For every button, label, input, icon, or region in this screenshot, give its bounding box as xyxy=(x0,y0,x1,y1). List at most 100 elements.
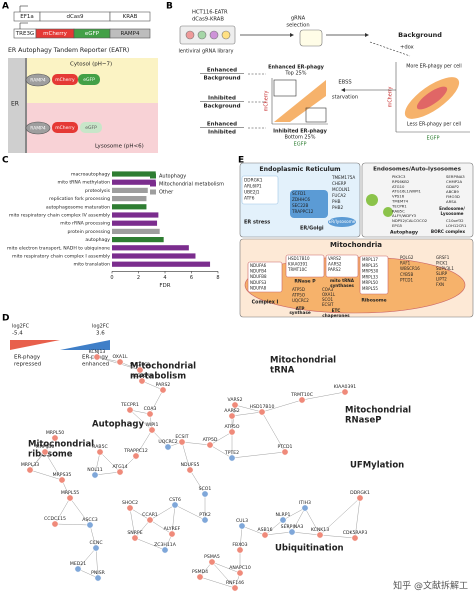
label: mCherry xyxy=(388,86,394,107)
x-tick-label: 2 xyxy=(137,275,140,281)
construct-part xyxy=(109,11,151,22)
golgi xyxy=(290,190,328,218)
edge xyxy=(261,399,303,413)
label: Ribosome xyxy=(361,298,386,304)
label: log2FC xyxy=(12,324,30,330)
label: synthase xyxy=(289,310,311,315)
panel-letter: B xyxy=(166,2,173,12)
label: Endoplasmic Reticulum xyxy=(259,166,340,173)
node xyxy=(92,544,100,552)
node-label: ATG14 xyxy=(113,464,128,470)
cluster-title: Mitochondrial xyxy=(130,362,196,372)
cluster-title: Autophagy xyxy=(92,420,144,430)
node xyxy=(279,516,287,524)
gene: NDUFS3 xyxy=(250,280,267,285)
label: ER-phagy xyxy=(14,355,41,361)
node-label: SNRPE xyxy=(127,530,142,536)
node xyxy=(231,401,239,409)
node xyxy=(26,466,34,474)
arrow xyxy=(369,41,411,57)
node xyxy=(228,454,236,462)
edge xyxy=(209,444,233,459)
label: Endosomes/Auto-lysosomes xyxy=(373,167,461,173)
label: RAMP4 xyxy=(121,31,140,37)
edge xyxy=(119,361,141,371)
node xyxy=(146,516,154,524)
gene: COA3 xyxy=(322,287,334,292)
label: enhanced xyxy=(82,362,109,368)
category-label: autophagosome maturation xyxy=(46,204,110,210)
node xyxy=(58,476,66,484)
edge xyxy=(149,389,164,415)
label: TRE3G xyxy=(15,31,34,37)
label: mCherry xyxy=(55,77,75,83)
panel-letter: E xyxy=(238,156,244,166)
cluster-title: Ubiquitination xyxy=(275,544,344,554)
node-label: NLRP1 xyxy=(276,512,291,518)
edge xyxy=(319,497,361,536)
edge xyxy=(304,507,321,536)
label: lentiviral gRNA library xyxy=(179,49,234,55)
er-lumen xyxy=(8,58,26,153)
gene: ATF6 xyxy=(244,196,255,202)
node-label: DDRGK1 xyxy=(350,490,370,496)
edge xyxy=(89,524,97,549)
node xyxy=(136,366,144,374)
edge xyxy=(211,561,241,574)
node xyxy=(138,377,146,385)
gene: SUPV3L1 xyxy=(436,266,454,271)
gate xyxy=(305,107,327,123)
node xyxy=(206,441,214,449)
gene: UBE2J1 xyxy=(244,190,260,196)
legend-label: Autophagy xyxy=(159,174,186,180)
node xyxy=(316,531,324,539)
label: Enhanced xyxy=(207,122,237,128)
cell xyxy=(209,30,219,40)
endo-box xyxy=(361,162,474,238)
edge xyxy=(231,411,263,417)
node-label: ALYREF xyxy=(164,526,181,532)
edge xyxy=(209,431,233,446)
edge xyxy=(134,537,166,551)
label: selection xyxy=(286,23,309,29)
gene: DDRGK1 xyxy=(244,178,263,184)
node-label: CCDC115 xyxy=(44,516,66,522)
edge xyxy=(261,411,286,453)
gene: MRPL17 xyxy=(362,257,378,262)
edge xyxy=(199,576,236,589)
edge xyxy=(151,429,169,448)
node-label: RNF146 xyxy=(226,580,244,586)
edge xyxy=(99,451,121,473)
node-label: MRPL33 xyxy=(21,462,39,468)
category-label: macroautophagy xyxy=(71,172,110,178)
cell xyxy=(197,30,207,40)
edge xyxy=(29,451,46,471)
legend-swatch xyxy=(150,189,156,195)
label: gRNA xyxy=(291,16,306,22)
edge xyxy=(149,519,173,535)
legend-label: Other xyxy=(159,190,174,196)
gene: MCOLN1 xyxy=(332,187,350,192)
gene: LIPT2 xyxy=(436,277,447,282)
node-label: MED21 xyxy=(70,561,86,567)
node xyxy=(228,428,236,436)
mcherry xyxy=(52,122,78,133)
gene: EPG5 xyxy=(392,223,403,228)
category-label: proteolysis xyxy=(85,188,111,194)
bar xyxy=(112,220,158,226)
label: Inhibited ER-phagy xyxy=(273,129,328,135)
gene: ARL6IP1 xyxy=(244,184,262,190)
label: Mitochondria xyxy=(330,241,382,249)
node xyxy=(126,504,134,512)
node xyxy=(208,558,216,566)
label: Enhanced xyxy=(207,68,237,74)
label: Endosome/ xyxy=(439,206,465,211)
legend-swatch xyxy=(150,181,156,187)
category-label: autophagy xyxy=(85,237,110,243)
category-label: protein processing xyxy=(67,229,110,235)
gene: RAF1 xyxy=(400,261,411,266)
gene: MRPL55 xyxy=(362,286,378,291)
egfp-quenched xyxy=(80,122,102,133)
ramp4 xyxy=(25,73,51,87)
